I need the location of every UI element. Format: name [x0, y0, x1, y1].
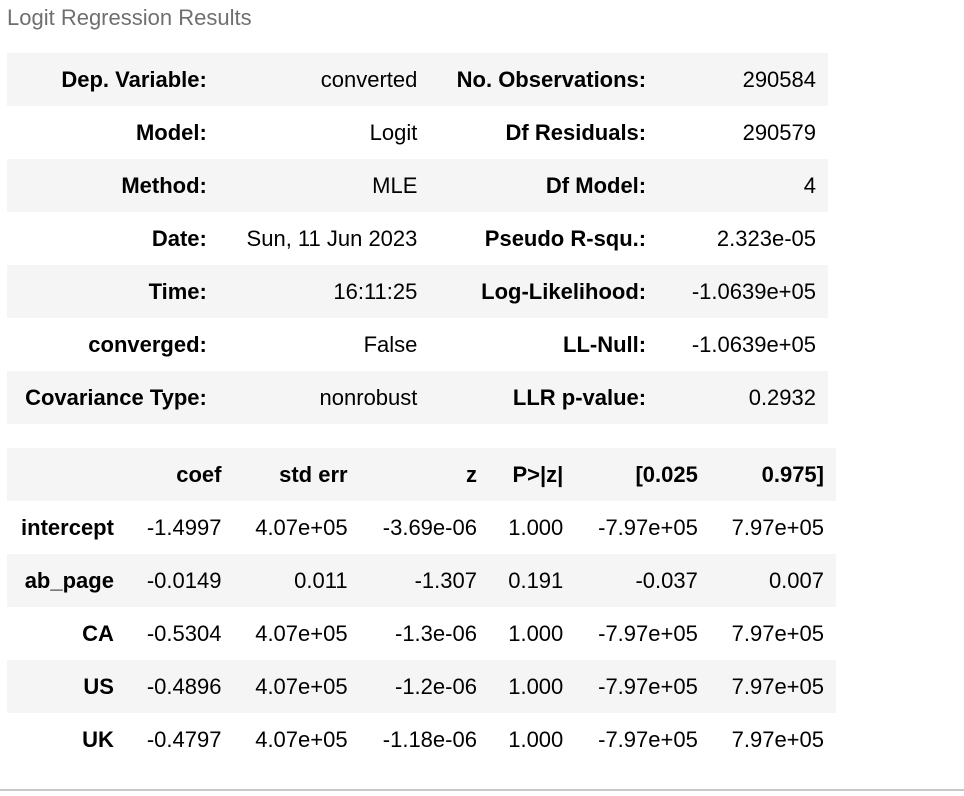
column-header: [0.025	[575, 448, 710, 501]
p-value-cell: 1.000	[508, 727, 564, 752]
summary-label: Df Model:	[429, 159, 659, 212]
summary-value: False	[363, 332, 418, 357]
variable-name: CA	[82, 621, 114, 646]
variable-name: intercept	[21, 515, 114, 540]
summary-value: 0.2932	[658, 371, 828, 424]
p-value-cell: 1.000	[508, 621, 564, 646]
column-header: z	[359, 448, 489, 501]
table-row: US -0.4896 4.07e+05 -1.2e-06 1.000 -7.97…	[7, 660, 836, 713]
table-row: intercept -1.4997 4.07e+05 -3.69e-06 1.0…	[7, 501, 836, 554]
table-row: Date: Sun, 11 Jun 2023 Pseudo R-squ.: 2.…	[7, 212, 828, 265]
column-header: coef	[125, 448, 234, 501]
ci-upper-cell: 7.97e+05	[731, 727, 824, 752]
table-row: Dep. Variable: converted No. Observation…	[7, 53, 828, 106]
summary-label: Dep. Variable:	[7, 53, 219, 106]
summary-value: 290579	[742, 120, 816, 145]
coef-cell: -0.0149	[125, 554, 234, 607]
std-err-cell: 4.07e+05	[255, 727, 348, 752]
ci-lower-cell: -7.97e+05	[598, 727, 698, 752]
summary-label: LL-Null:	[563, 332, 647, 357]
summary-label: Time:	[7, 265, 219, 318]
summary-value: converted	[218, 53, 430, 106]
z-cell: -1.2e-06	[359, 660, 489, 713]
summary-value: nonrobust	[218, 371, 430, 424]
table-row: Method: MLE Df Model: 4	[7, 159, 828, 212]
ci-lower-cell: -7.97e+05	[575, 660, 710, 713]
summary-value: MLE	[218, 159, 430, 212]
table-row: converged: False LL-Null: -1.0639e+05	[7, 318, 828, 371]
coef-cell: -1.4997	[146, 515, 222, 540]
summary-label: Date:	[151, 226, 207, 251]
z-cell: -1.18e-06	[382, 727, 477, 752]
std-err-cell: 4.07e+05	[233, 660, 360, 713]
summary-label: Method:	[7, 159, 219, 212]
summary-label: Pseudo R-squ.:	[484, 226, 647, 251]
ci-lower-cell: -0.037	[575, 554, 710, 607]
variable-name: US	[7, 660, 126, 713]
ci-lower-cell: -7.97e+05	[598, 621, 698, 646]
coefficients-table: coef std err z P>|z| [0.025 0.975] inter…	[7, 448, 836, 766]
summary-value: 16:11:25	[218, 265, 430, 318]
table-row: UK -0.4797 4.07e+05 -1.18e-06 1.000 -7.9…	[7, 713, 836, 766]
p-value-cell: 1.000	[488, 660, 576, 713]
coef-cell: -0.5304	[146, 621, 222, 646]
table-header-row: coef std err z P>|z| [0.025 0.975]	[7, 448, 836, 501]
coef-cell: -0.4896	[125, 660, 234, 713]
column-header	[7, 448, 126, 501]
std-err-cell: 4.07e+05	[255, 515, 348, 540]
p-value-cell: 0.191	[488, 554, 576, 607]
column-header: P>|z|	[488, 448, 576, 501]
table-row: Covariance Type: nonrobust LLR p-value: …	[7, 371, 828, 424]
model-summary-table: Dep. Variable: converted No. Observation…	[7, 53, 828, 424]
table-row: Time: 16:11:25 Log-Likelihood: -1.0639e+…	[7, 265, 828, 318]
ci-upper-cell: 7.97e+05	[731, 515, 824, 540]
summary-value: Sun, 11 Jun 2023	[246, 226, 418, 251]
coef-cell: -0.4797	[146, 727, 222, 752]
table-row: CA -0.5304 4.07e+05 -1.3e-06 1.000 -7.97…	[7, 607, 836, 660]
variable-name: ab_page	[7, 554, 126, 607]
summary-label: Df Residuals:	[505, 120, 647, 145]
summary-value: 290584	[658, 53, 828, 106]
ci-upper-cell: 7.97e+05	[709, 660, 836, 713]
summary-value: -1.0639e+05	[658, 265, 828, 318]
z-cell: -1.307	[359, 554, 489, 607]
summary-value: 2.323e-05	[716, 226, 816, 251]
summary-value: Logit	[369, 120, 418, 145]
std-err-cell: 0.011	[233, 554, 360, 607]
z-cell: -1.3e-06	[395, 621, 477, 646]
std-err-cell: 4.07e+05	[255, 621, 348, 646]
table-row: Model: Logit Df Residuals: 290579	[7, 106, 828, 159]
summary-label: Log-Likelihood:	[429, 265, 659, 318]
ci-upper-cell: 7.97e+05	[731, 621, 824, 646]
p-value-cell: 1.000	[508, 515, 564, 540]
summary-label: No. Observations:	[429, 53, 659, 106]
bottom-divider	[0, 789, 964, 791]
z-cell: -3.69e-06	[382, 515, 477, 540]
variable-name: UK	[82, 727, 114, 752]
summary-label: Model:	[135, 120, 207, 145]
table-caption: Logit Regression Results	[7, 5, 252, 30]
table-row: ab_page -0.0149 0.011 -1.307 0.191 -0.03…	[7, 554, 836, 607]
summary-label: Covariance Type:	[7, 371, 219, 424]
column-header: 0.975]	[709, 448, 836, 501]
column-header: std err	[233, 448, 360, 501]
ci-lower-cell: -7.97e+05	[598, 515, 698, 540]
summary-value: 4	[658, 159, 828, 212]
ci-upper-cell: 0.007	[709, 554, 836, 607]
summary-label: converged:	[88, 332, 207, 357]
summary-label: LLR p-value:	[429, 371, 659, 424]
summary-value: -1.0639e+05	[691, 332, 816, 357]
